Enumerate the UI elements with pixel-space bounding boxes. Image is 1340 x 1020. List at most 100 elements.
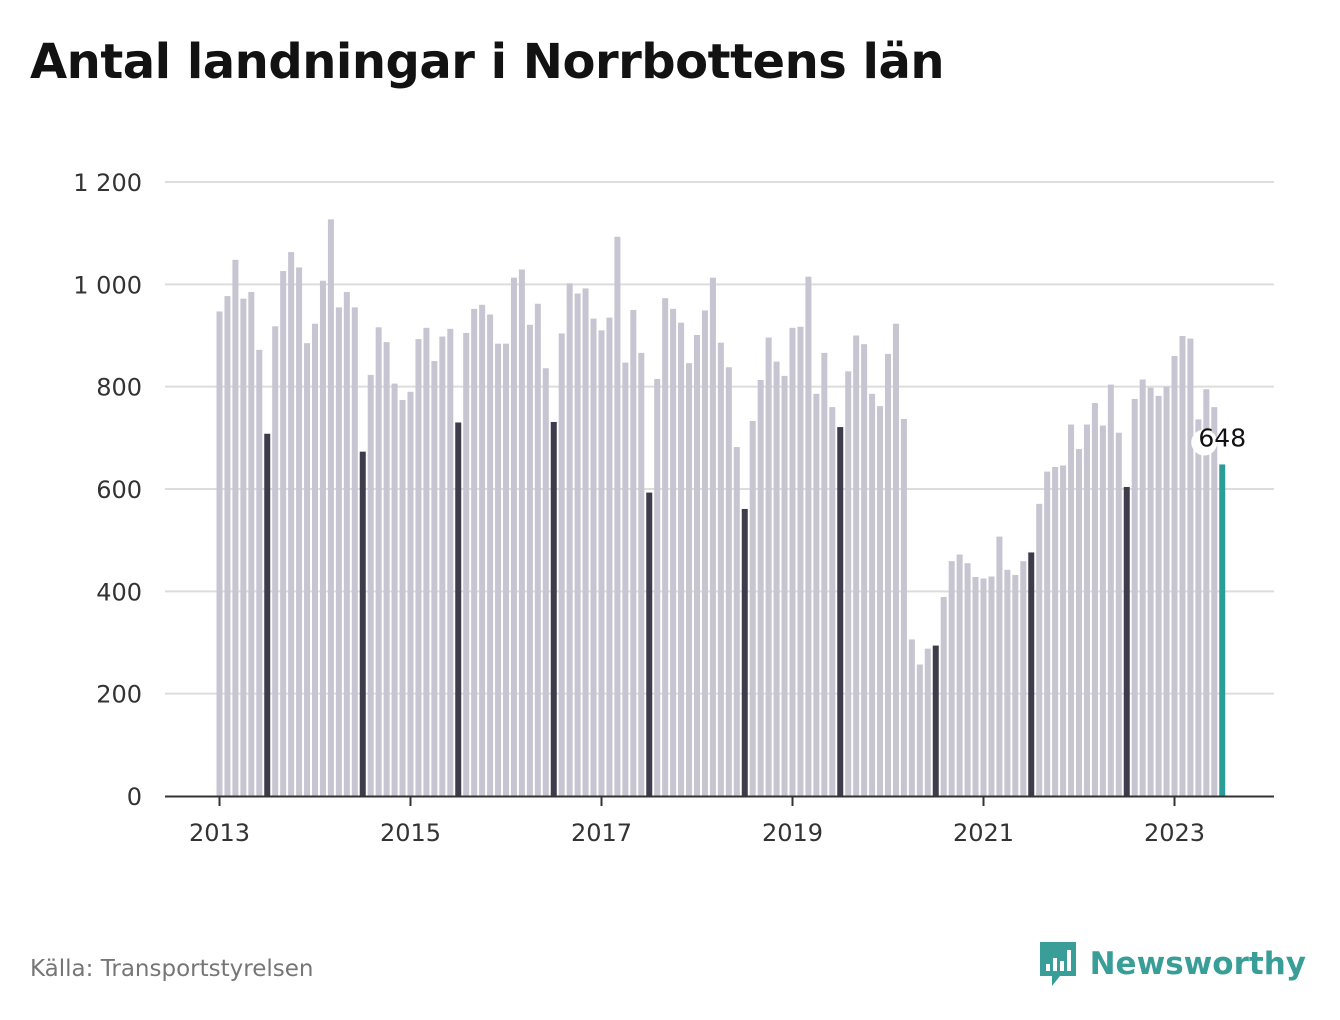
bar	[582, 288, 589, 796]
bar	[1068, 424, 1075, 796]
bar	[319, 280, 326, 796]
bar	[1091, 403, 1098, 796]
bar	[757, 380, 764, 796]
bar	[1052, 466, 1059, 796]
bar	[1179, 336, 1186, 796]
bar	[654, 378, 661, 796]
bar	[383, 342, 390, 796]
bar	[574, 293, 581, 796]
bar	[638, 352, 645, 796]
brand[interactable]: Newsworthy	[1038, 940, 1306, 988]
x-tick-label: 2013	[189, 819, 250, 847]
x-tick-label: 2023	[1144, 819, 1205, 847]
bar	[725, 367, 732, 796]
y-tick-label: 200	[96, 681, 142, 709]
bar	[471, 308, 478, 796]
bar	[869, 393, 876, 796]
y-tick-label: 1 200	[73, 169, 142, 197]
bar	[1139, 379, 1146, 796]
bar	[996, 536, 1003, 796]
bar	[980, 578, 987, 796]
bar	[407, 391, 414, 796]
bar	[1044, 471, 1051, 796]
bar	[542, 368, 549, 796]
bar	[367, 374, 374, 796]
source-note: Källa: Transportstyrelsen	[30, 956, 314, 982]
bar	[614, 236, 621, 796]
bar	[900, 418, 907, 796]
bar	[606, 317, 613, 796]
bar	[964, 563, 971, 796]
bar	[749, 420, 756, 796]
bar	[853, 335, 860, 796]
bar	[1203, 389, 1210, 796]
bar	[646, 492, 653, 796]
bar	[240, 298, 247, 796]
y-tick-label: 1 000	[73, 271, 142, 299]
bar	[924, 648, 931, 796]
bar	[1076, 449, 1082, 796]
callout-label: 648	[1198, 423, 1246, 452]
bar	[956, 554, 963, 796]
bar	[391, 383, 398, 796]
x-axis: 2013 2015 2017 2019 2021 2023	[165, 795, 1274, 847]
bars	[216, 219, 1226, 797]
bar	[908, 639, 915, 796]
bar	[1211, 407, 1218, 796]
bar	[343, 292, 350, 796]
bar	[622, 362, 629, 796]
bar	[264, 433, 271, 796]
bar	[1123, 486, 1130, 796]
bar	[304, 343, 311, 796]
bar	[550, 421, 557, 796]
bar	[1060, 465, 1067, 796]
latest-value-callout: 648	[1191, 423, 1246, 456]
bar	[670, 308, 677, 796]
x-tick-label: 2021	[953, 819, 1014, 847]
bar	[455, 422, 462, 796]
bar	[781, 375, 788, 796]
bar	[694, 334, 700, 796]
bar	[479, 304, 486, 796]
bar	[1099, 425, 1106, 796]
bar	[1163, 386, 1170, 796]
bar	[495, 343, 502, 796]
bar	[1147, 387, 1154, 796]
x-tick-label: 2017	[571, 819, 632, 847]
newsworthy-logo-icon	[1039, 942, 1076, 986]
bar	[272, 326, 279, 796]
bar	[916, 664, 923, 796]
bar	[288, 252, 295, 796]
bar	[224, 296, 231, 796]
brand-name: Newsworthy	[1089, 946, 1306, 982]
bar	[877, 406, 884, 796]
bar	[1131, 398, 1138, 796]
bar	[216, 311, 223, 796]
bar	[598, 330, 605, 796]
bar	[335, 307, 342, 796]
bar	[686, 363, 693, 796]
y-tick-label: 600	[96, 476, 142, 504]
bar	[1004, 569, 1011, 796]
bar	[813, 393, 820, 796]
bar	[526, 324, 533, 796]
bar	[821, 352, 828, 796]
bar	[312, 323, 318, 796]
callout-halo	[1191, 429, 1218, 456]
bar	[701, 310, 708, 796]
bar	[510, 277, 517, 797]
bar	[940, 596, 947, 796]
bar	[1219, 464, 1226, 796]
x-tick-label: 2019	[762, 819, 823, 847]
bar	[1171, 355, 1178, 796]
y-tick-label: 800	[96, 374, 142, 402]
bar	[232, 259, 239, 797]
bar	[248, 292, 255, 796]
bar	[399, 399, 406, 796]
bar	[447, 328, 454, 796]
bar	[534, 303, 541, 796]
bar	[662, 298, 669, 796]
bar	[1083, 424, 1090, 796]
bar	[678, 322, 685, 796]
bar	[892, 323, 899, 796]
